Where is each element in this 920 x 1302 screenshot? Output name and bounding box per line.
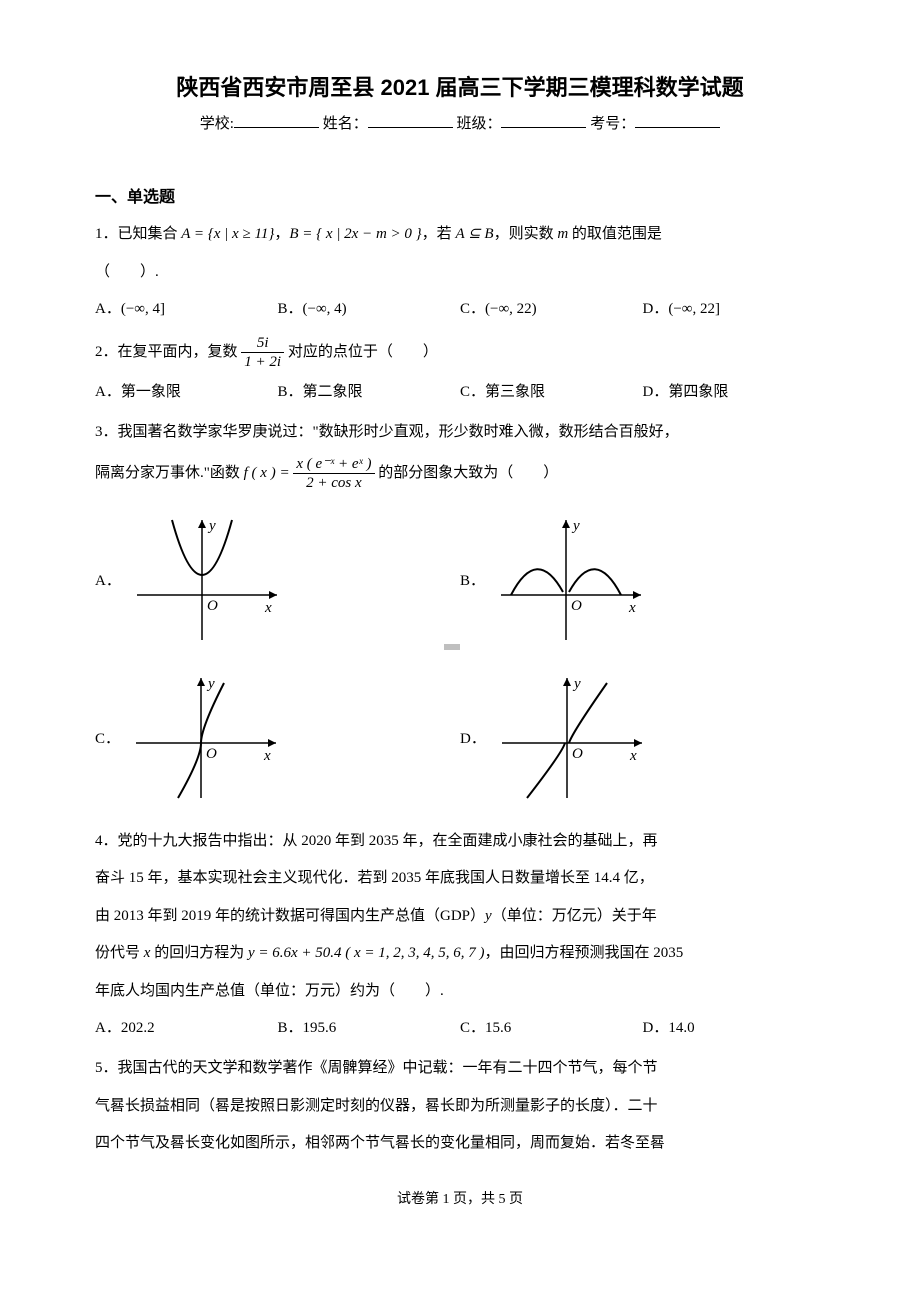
svg-text:x: x: [264, 600, 272, 616]
question-3-line1: 3．我国著名数学家华罗庚说过："数缺形时少直观，形少数时难入微，数形结合百般好，: [95, 417, 825, 449]
svg-text:x: x: [629, 748, 637, 764]
svg-text:y: y: [207, 518, 216, 534]
q1-options: A．(−∞, 4] B．(−∞, 4) C．(−∞, 22) D．(−∞, 22…: [95, 294, 825, 324]
chart-cell-b: B． y x O: [460, 510, 825, 650]
q2-frac-den: 1 + 2i: [241, 353, 284, 371]
svg-text:O: O: [572, 746, 583, 762]
chart-label-d: D．: [460, 727, 486, 748]
section-header: 一、单选题: [95, 183, 825, 207]
q3-frac-den: 2 + cos x: [293, 474, 374, 492]
svg-text:O: O: [206, 746, 217, 762]
chart-cell-d: D． y x O: [460, 668, 825, 808]
q4-opt-b: B．195.6: [278, 1013, 461, 1043]
q2-stem-a: 2．在复平面内，复数: [95, 344, 241, 360]
chart-d: y x O: [492, 668, 652, 808]
name-label: 姓名：: [323, 116, 368, 132]
q1-setB-pre: B =: [289, 226, 316, 242]
q4-options: A．202.2 B．195.6 C．15.6 D．14.0: [95, 1013, 825, 1043]
q1-stem-b: ，若: [422, 226, 456, 242]
chart-b: y x O: [491, 510, 651, 650]
examno-label: 考号：: [590, 116, 635, 132]
svg-text:y: y: [206, 676, 215, 692]
q1-setB: { x | 2x − m > 0 }: [316, 226, 422, 242]
q1-opt-b: B．(−∞, 4): [278, 294, 461, 324]
q4-var-y: y: [485, 908, 492, 924]
q1-var-m: m: [557, 226, 568, 242]
exam-page: 陕西省西安市周至县 2021 届高三下学期三模理科数学试题 学校: 姓名： 班级…: [0, 0, 920, 1248]
q1-opt-d: D．(−∞, 22]: [643, 294, 826, 324]
q1-stem-d: 的取值范围是: [568, 226, 662, 242]
q2-opt-b: B．第二象限: [278, 377, 461, 407]
svg-text:x: x: [628, 600, 636, 616]
q3-fraction: x ( e⁻ˣ + eˣ )2 + cos x: [293, 455, 374, 492]
school-blank: [234, 112, 319, 128]
q3-stem-c: 的部分图象大致为（ ）: [375, 464, 559, 480]
q1-opt-a: A．(−∞, 4]: [95, 294, 278, 324]
question-3-line2: 隔离分家万事休."函数 f ( x ) = x ( e⁻ˣ + eˣ )2 + …: [95, 455, 825, 492]
q4-stem-d2: 的回归方程为: [150, 945, 248, 961]
question-2: 2．在复平面内，复数 5i1 + 2i 对应的点位于（ ）: [95, 334, 825, 371]
q5-line3: 四个节气及晷长变化如图所示，相邻两个节气晷长的变化量相同，周而复始．若冬至晷: [95, 1128, 825, 1160]
q2-stem-b: 对应的点位于（ ）: [284, 344, 438, 360]
chart-label-b: B．: [460, 569, 485, 590]
svg-text:x: x: [263, 748, 271, 764]
q2-opt-a: A．第一象限: [95, 377, 278, 407]
name-blank: [368, 112, 453, 128]
q1-stem-c: ，则实数: [494, 226, 558, 242]
chart-c: y x O: [126, 668, 286, 808]
q1-setA: A = {x | x ≥ 11}: [181, 226, 274, 242]
q2-opt-c: C．第三象限: [460, 377, 643, 407]
q1-opt-c: C．(−∞, 22): [460, 294, 643, 324]
q2-frac-num: 5i: [241, 334, 284, 353]
q4-line2: 奋斗 15 年，基本实现社会主义现代化．若到 2035 年底我国人日数量增长至 …: [95, 863, 825, 895]
page-footer: 试卷第 1 页，共 5 页: [95, 1188, 825, 1208]
q4-line4: 份代号 x 的回归方程为 y = 6.6x + 50.4 ( x = 1, 2,…: [95, 938, 825, 970]
svg-text:y: y: [571, 518, 580, 534]
chart-row-2: C． y x O D． y x: [95, 668, 825, 808]
q5-line2: 气晷长损益相同（晷是按照日影测定时刻的仪器，晷长即为所测量影子的长度）．二十: [95, 1091, 825, 1123]
q2-fraction: 5i1 + 2i: [241, 334, 284, 371]
q1-stem-a: 1．已知集合: [95, 226, 181, 242]
q4-line5: 年底人均国内生产总值（单位：万元）约为（ ）.: [95, 976, 825, 1008]
question-1: 1．已知集合 A = {x | x ≥ 11}，B = { x | 2x − m…: [95, 219, 825, 251]
examno-blank: [635, 112, 720, 128]
chart-cell-c: C． y x O: [95, 668, 460, 808]
q4-line3: 由 2013 年到 2019 年的统计数据可得国内生产总值（GDP）y（单位：万…: [95, 901, 825, 933]
svg-text:O: O: [207, 598, 218, 614]
q1-blank: （ ）.: [95, 257, 825, 289]
q4-stem-d: 份代号: [95, 945, 144, 961]
school-label: 学校:: [200, 116, 234, 132]
class-blank: [501, 112, 586, 128]
chart-row-1: A． y x O B． y x: [95, 510, 825, 650]
q4-opt-a: A．202.2: [95, 1013, 278, 1043]
q4-stem-e: ，由回归方程预测我国在 2035: [485, 945, 684, 961]
q5-line1: 5．我国古代的天文学和数学著作《周髀算经》中记载：一年有二十四个节气，每个节: [95, 1053, 825, 1085]
page-title: 陕西省西安市周至县 2021 届高三下学期三模理科数学试题: [95, 70, 825, 102]
q4-opt-c: C．15.6: [460, 1013, 643, 1043]
form-line: 学校: 姓名： 班级： 考号：: [95, 112, 825, 133]
watermark-dot: [444, 644, 460, 650]
q1-cond: A ⊆ B: [455, 226, 493, 242]
q3-frac-num: x ( e⁻ˣ + eˣ ): [293, 455, 374, 474]
svg-text:O: O: [571, 598, 582, 614]
q2-options: A．第一象限 B．第二象限 C．第三象限 D．第四象限: [95, 377, 825, 407]
q4-line1: 4．党的十九大报告中指出：从 2020 年到 2035 年，在全面建成小康社会的…: [95, 826, 825, 858]
q4-stem-c: 由 2013 年到 2019 年的统计数据可得国内生产总值（GDP）: [95, 908, 485, 924]
svg-text:y: y: [572, 676, 581, 692]
chart-a: y x O: [127, 510, 287, 650]
q3-stem-b: 隔离分家万事休."函数: [95, 464, 244, 480]
q3-fx: f ( x ) =: [244, 464, 290, 480]
class-label: 班级：: [456, 116, 501, 132]
q4-eq: y = 6.6x + 50.4 ( x = 1, 2, 3, 4, 5, 6, …: [248, 945, 485, 961]
chart-label-c: C．: [95, 727, 120, 748]
chart-label-a: A．: [95, 569, 121, 590]
q1-comma: ，: [274, 226, 289, 242]
q4-opt-d: D．14.0: [643, 1013, 826, 1043]
q2-opt-d: D．第四象限: [643, 377, 826, 407]
chart-cell-a: A． y x O: [95, 510, 460, 650]
q4-stem-c2: （单位：万亿元）关于年: [492, 908, 657, 924]
